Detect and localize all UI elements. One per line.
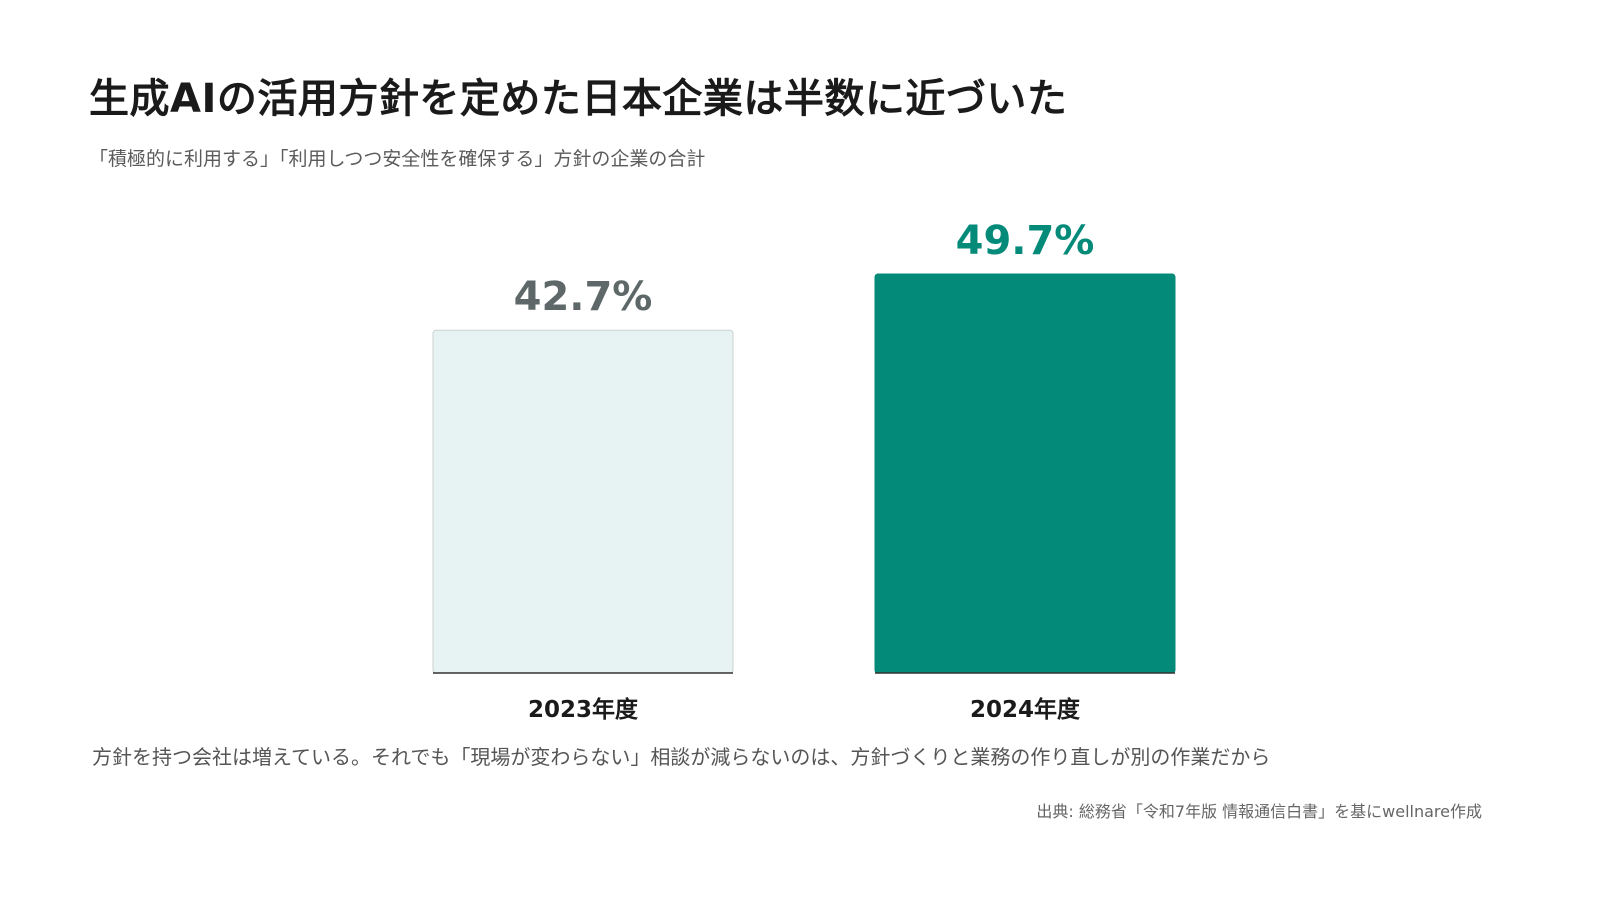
value-label-1: 42.7% [514,274,653,320]
chart-title: 生成AIの活用方針を定めた日本企業は半数に近づいた [89,76,1068,122]
bars-layer: 42.7% 2023年度 49.7% 2024年度 [432,218,1176,723]
category-label-2: 2024年度 [970,696,1081,723]
source-credit: 出典: 総務省「令和7年版 情報通信白書」を基にwellnare作成 [1036,802,1482,821]
value-label-2: 49.7% [956,218,1095,264]
category-label-1: 2023年度 [528,696,639,723]
bar-1 [432,329,734,674]
takeaway-note: 方針を持つ会社は増えている。それでも「現場が変わらない」相談が減らないのは、方針… [92,745,1271,769]
bar-2 [874,273,1176,674]
chart-subtitle: 「積極的に利用する」「利用しつつ安全性を確保する」方針の企業の合計 [89,148,706,170]
